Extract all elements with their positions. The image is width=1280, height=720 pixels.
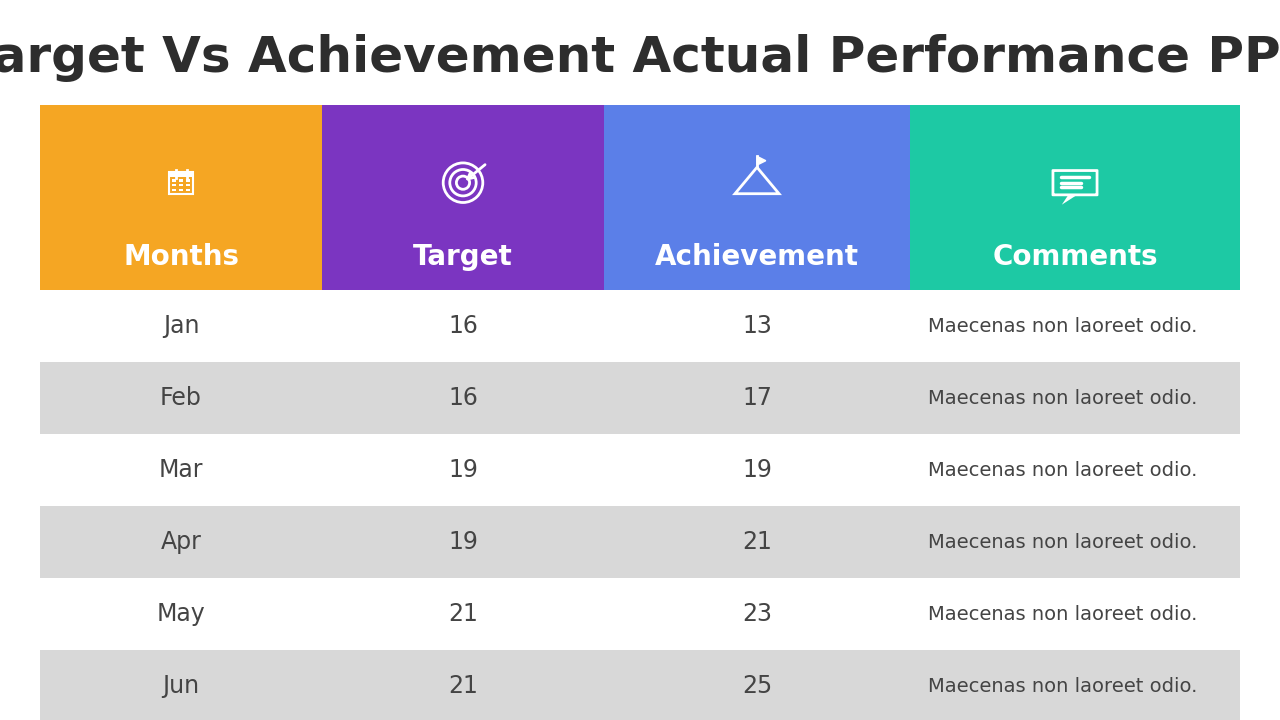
Bar: [40, 650, 1240, 720]
Text: Target Vs Achievement Actual Performance PPT: Target Vs Achievement Actual Performance…: [0, 34, 1280, 82]
Text: Feb: Feb: [160, 386, 202, 410]
Bar: [173, 179, 175, 181]
Bar: [187, 179, 189, 181]
Polygon shape: [756, 156, 765, 165]
Bar: [40, 290, 1240, 362]
Text: 19: 19: [742, 458, 772, 482]
Bar: [179, 179, 183, 181]
Bar: [40, 105, 323, 290]
Bar: [40, 506, 1240, 578]
Bar: [187, 189, 189, 192]
Text: Apr: Apr: [160, 530, 201, 554]
Bar: [173, 184, 175, 186]
Text: Target: Target: [413, 243, 513, 271]
Text: Jun: Jun: [163, 674, 200, 698]
Bar: [40, 578, 1240, 650]
Bar: [40, 434, 1240, 506]
Bar: [604, 105, 910, 290]
Text: Maecenas non laoreet odio.: Maecenas non laoreet odio.: [928, 389, 1197, 408]
Text: 17: 17: [742, 386, 772, 410]
Bar: [187, 184, 189, 186]
Text: 13: 13: [742, 314, 772, 338]
Bar: [323, 105, 604, 290]
Text: 21: 21: [448, 674, 477, 698]
Text: 23: 23: [742, 602, 772, 626]
Text: Months: Months: [123, 243, 239, 271]
Text: 16: 16: [448, 386, 477, 410]
Text: Achievement: Achievement: [655, 243, 859, 271]
Bar: [173, 189, 175, 192]
Text: 19: 19: [448, 530, 477, 554]
Text: 21: 21: [448, 602, 477, 626]
Text: Maecenas non laoreet odio.: Maecenas non laoreet odio.: [928, 533, 1197, 552]
Bar: [179, 184, 183, 186]
Text: 25: 25: [742, 674, 772, 698]
Bar: [179, 189, 183, 192]
Text: Maecenas non laoreet odio.: Maecenas non laoreet odio.: [928, 461, 1197, 480]
Text: Comments: Comments: [992, 243, 1158, 271]
Text: 16: 16: [448, 314, 477, 338]
Polygon shape: [1062, 195, 1078, 204]
Text: Maecenas non laoreet odio.: Maecenas non laoreet odio.: [928, 677, 1197, 696]
Text: 21: 21: [742, 530, 772, 554]
Text: Jan: Jan: [163, 314, 200, 338]
Text: 19: 19: [448, 458, 477, 482]
Text: May: May: [156, 602, 205, 626]
Bar: [910, 105, 1240, 290]
Text: Mar: Mar: [159, 458, 204, 482]
Bar: [169, 171, 193, 177]
Bar: [40, 362, 1240, 434]
Text: Maecenas non laoreet odio.: Maecenas non laoreet odio.: [928, 605, 1197, 624]
Text: Maecenas non laoreet odio.: Maecenas non laoreet odio.: [928, 317, 1197, 336]
